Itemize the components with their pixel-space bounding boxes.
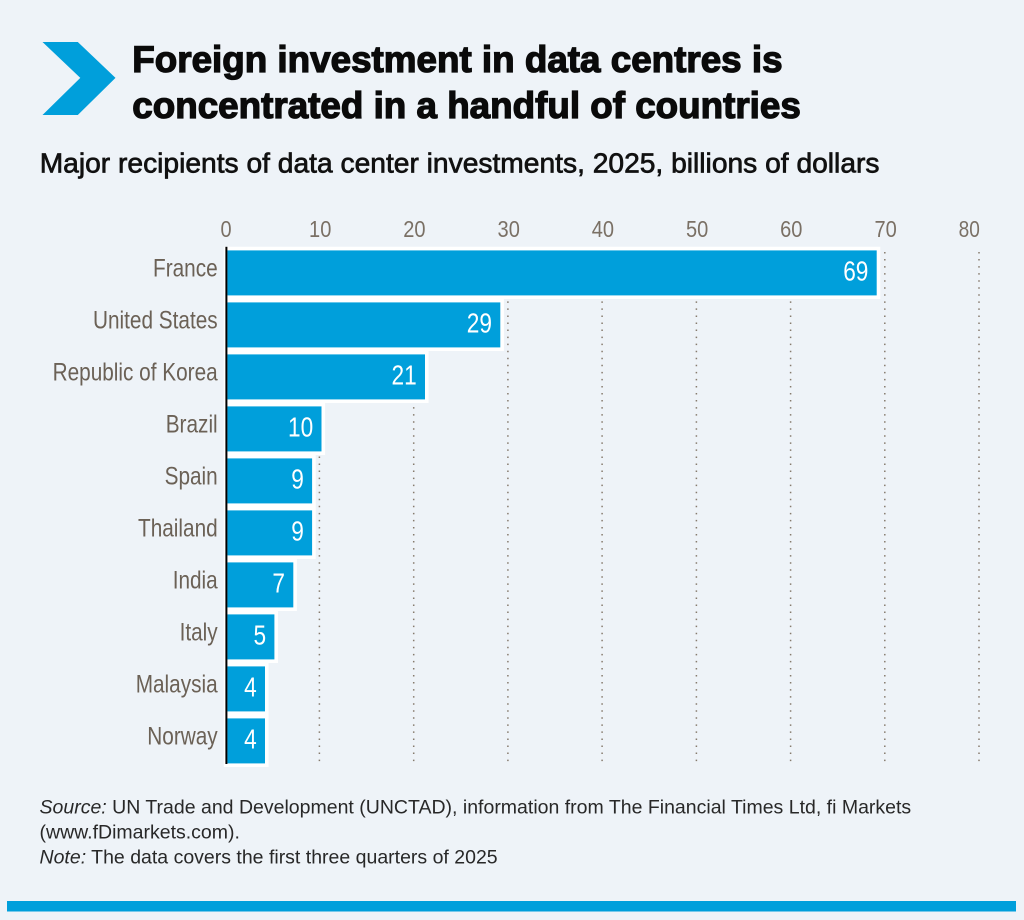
svg-text:Malaysia: Malaysia xyxy=(136,671,219,699)
svg-text:France: France xyxy=(153,255,218,283)
svg-text:69: 69 xyxy=(843,256,868,287)
svg-text:21: 21 xyxy=(392,360,417,391)
svg-text:60: 60 xyxy=(780,216,802,242)
svg-text:40: 40 xyxy=(592,216,614,242)
svg-text:Italy: Italy xyxy=(180,619,218,647)
svg-text:Republic of Korea: Republic of Korea xyxy=(53,359,219,387)
svg-text:United States: United States xyxy=(93,307,218,335)
svg-text:Spain: Spain xyxy=(165,463,218,491)
svg-text:29: 29 xyxy=(467,308,492,339)
svg-text:(www.fDimarkets.com).: (www.fDimarkets.com). xyxy=(40,822,240,844)
svg-text:0: 0 xyxy=(220,216,231,242)
svg-text:Foreign investment in data cen: Foreign investment in data centres is xyxy=(132,39,782,80)
svg-text:4: 4 xyxy=(244,724,257,755)
svg-text:20: 20 xyxy=(403,216,425,242)
svg-text:80: 80 xyxy=(959,216,980,242)
svg-text:India: India xyxy=(173,567,219,595)
svg-text:30: 30 xyxy=(498,216,520,242)
svg-text:9: 9 xyxy=(291,464,304,495)
svg-text:4: 4 xyxy=(244,672,257,703)
svg-text:Source: UN Trade and Developme: Source: UN Trade and Development (UNCTAD… xyxy=(40,797,912,819)
svg-text:5: 5 xyxy=(254,620,267,651)
svg-text:9: 9 xyxy=(291,516,304,547)
svg-text:70: 70 xyxy=(874,216,896,242)
svg-text:Brazil: Brazil xyxy=(166,411,218,439)
svg-text:10: 10 xyxy=(309,216,331,242)
svg-text:Note: The data covers the firs: Note: The data covers the first three qu… xyxy=(40,847,498,869)
svg-text:7: 7 xyxy=(272,568,285,599)
svg-text:10: 10 xyxy=(288,412,313,443)
svg-text:50: 50 xyxy=(686,216,708,242)
svg-text:concentrated in a handful of c: concentrated in a handful of countries xyxy=(132,85,801,126)
svg-text:Thailand: Thailand xyxy=(138,515,218,543)
svg-text:Major recipients of data cente: Major recipients of data center investme… xyxy=(40,146,880,178)
svg-text:Norway: Norway xyxy=(147,723,218,751)
